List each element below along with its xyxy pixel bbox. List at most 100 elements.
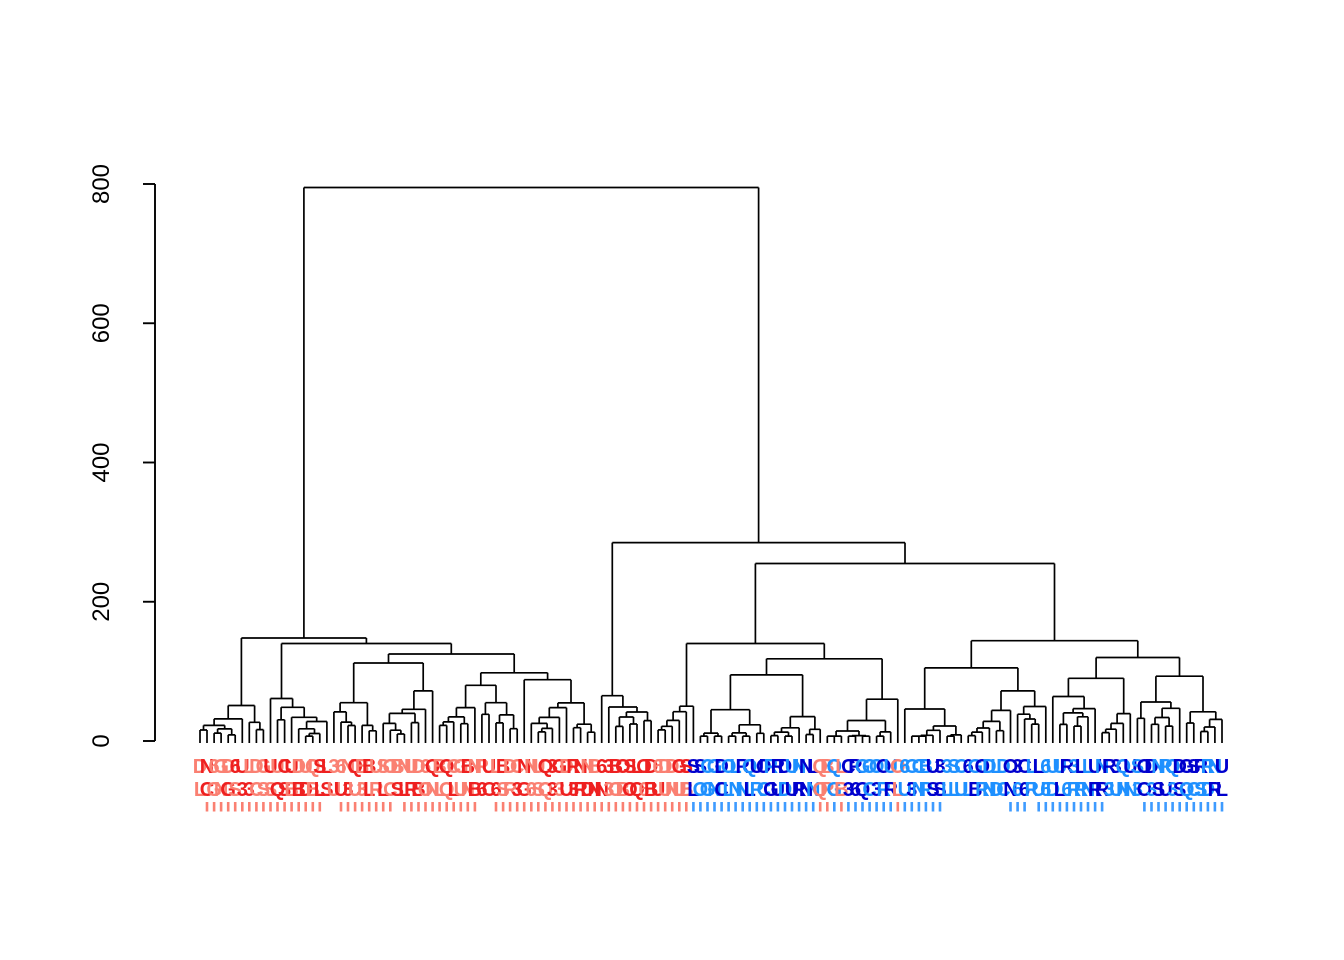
leaf-label-char-row1: D bbox=[996, 756, 1010, 778]
leaf-label-char-row2: 6 bbox=[1019, 779, 1030, 801]
leaf-label-char-row1: D bbox=[644, 756, 658, 778]
leaf-label-char-row2: U bbox=[771, 779, 785, 801]
leaf-label-char-row2: S bbox=[926, 779, 939, 801]
leaf-label-char-row2: R bbox=[750, 779, 765, 801]
leaf-label-char-row2: B bbox=[468, 779, 482, 801]
leaf-label-char-row2: D bbox=[1201, 779, 1215, 801]
leaf-dash-row bbox=[205, 802, 1224, 812]
leaf-label-char-row2: N bbox=[728, 779, 742, 801]
leaf-dash-mark bbox=[938, 802, 942, 812]
y-axis: 0 200 400 600 800 bbox=[88, 164, 156, 748]
leaf-label-char-row2: S bbox=[1194, 779, 1207, 801]
leaf-label-char-row1: N bbox=[1208, 756, 1222, 778]
leaf-label-char-row1: 3 bbox=[934, 756, 945, 778]
leaf-dash-mark bbox=[544, 802, 547, 812]
leaf-label-char-row2: B bbox=[616, 779, 630, 801]
leaf-label-char-row1: R bbox=[1201, 756, 1216, 778]
y-tick-label: 0 bbox=[88, 734, 115, 747]
leaf-label-char-row1: 6 bbox=[335, 756, 346, 778]
leaf-dash-mark bbox=[678, 802, 681, 812]
leaf-label-char-row1: D bbox=[658, 756, 672, 778]
leaf-dash-mark bbox=[868, 802, 871, 812]
leaf-label-char-row2: 3 bbox=[357, 779, 368, 801]
dendrogram-branches bbox=[199, 186, 1223, 743]
leaf-label-char-row2: 3 bbox=[1167, 779, 1178, 801]
leaf-dash-mark bbox=[1213, 802, 1217, 812]
leaf-label-char-row2: 3 bbox=[568, 779, 579, 801]
leaf-dash-mark bbox=[389, 802, 392, 812]
leaf-label-char-row1: B bbox=[432, 756, 446, 778]
leaf-label-char-row1: 3 bbox=[942, 756, 953, 778]
leaf-label-char-row1: L bbox=[1075, 756, 1087, 778]
leaf-label-char-row1: L bbox=[835, 756, 847, 778]
leaf-label-char-row2: B bbox=[291, 779, 305, 801]
leaf-label-char-row1: C bbox=[277, 756, 291, 778]
leaf-label-char-row2: 3 bbox=[237, 779, 248, 801]
leaf-label-char-row2: O bbox=[418, 779, 434, 801]
leaf-label-char-row2: Q bbox=[439, 779, 455, 801]
leaf-label-char-row1: C bbox=[954, 756, 968, 778]
leaf-label-char-row2: L bbox=[433, 779, 445, 801]
leaf-label-char-row2: 3 bbox=[603, 779, 614, 801]
leaf-label-char-row1: L bbox=[990, 756, 1002, 778]
leaf-label-char-row1: U bbox=[298, 756, 312, 778]
leaf-dash-mark bbox=[755, 802, 759, 812]
leaf-label-char-row1: C bbox=[841, 756, 855, 778]
leaf-dash-mark bbox=[346, 802, 350, 812]
leaf-dash-mark bbox=[311, 802, 315, 812]
leaf-label-char-row1: R bbox=[1194, 756, 1209, 778]
leaf-label-char-row1: S bbox=[694, 756, 707, 778]
leaf-label-char-row2: U bbox=[348, 779, 362, 801]
leaf-dash-mark bbox=[1171, 802, 1174, 812]
leaf-label-char-row1: G bbox=[213, 756, 229, 778]
leaf-label-char-row2: 6 bbox=[850, 779, 861, 801]
leaf-label-char-row2: R bbox=[404, 779, 419, 801]
leaf-label-char-row1: Q bbox=[1116, 756, 1132, 778]
leaf-label-char-row2: D bbox=[298, 779, 312, 801]
leaf-dash-mark bbox=[811, 802, 815, 812]
leaf-label-char-row1: U bbox=[883, 756, 897, 778]
leaf-dash-mark bbox=[903, 802, 907, 812]
leaf-label-char-row1: N bbox=[1095, 756, 1109, 778]
leaf-dash-mark bbox=[670, 802, 674, 812]
leaf-label-char-row2: 3 bbox=[547, 779, 558, 801]
leaf-dash-mark bbox=[1065, 802, 1069, 812]
leaf-dash-mark bbox=[1178, 802, 1181, 812]
leaf-dash-mark bbox=[466, 802, 470, 812]
leaf-label-char-row2: G bbox=[827, 779, 843, 801]
leaf-label-char-row2: R bbox=[883, 779, 898, 801]
leaf-label-char-row1: Q bbox=[439, 756, 455, 778]
leaf-label-char-row2: L bbox=[1216, 779, 1228, 801]
leaf-label-char-row1: D bbox=[221, 756, 235, 778]
leaf-label-char-row2: R bbox=[792, 779, 807, 801]
leaf-label-char-row2: Q bbox=[270, 779, 286, 801]
leaf-dash-mark bbox=[875, 802, 878, 812]
leaf-label-char-row2: B bbox=[679, 779, 693, 801]
leaf-label-char-row2: B bbox=[644, 779, 658, 801]
leaf-dash-mark bbox=[804, 802, 808, 812]
leaf-label-char-row1: D bbox=[1144, 756, 1158, 778]
leaf-label-char-row1: 6 bbox=[963, 756, 974, 778]
leaf-label-char-row2: Q bbox=[812, 779, 828, 801]
leaf-label-char-row2: R bbox=[1074, 779, 1089, 801]
leaf-label-char-row2: B bbox=[284, 779, 298, 801]
leaf-dash-mark bbox=[706, 802, 709, 812]
leaf-label-char-row2: O bbox=[622, 779, 638, 801]
leaf-label-char-row2: 6 bbox=[476, 779, 487, 801]
leaf-label-char-row1: D bbox=[559, 756, 573, 778]
leaf-label-char-row2: N bbox=[1123, 779, 1137, 801]
leaf-label-char-row2: D bbox=[989, 779, 1003, 801]
leaf-dash-mark bbox=[931, 802, 935, 812]
leaf-dash-mark bbox=[424, 802, 427, 812]
leaf-label-char-row1: U bbox=[263, 756, 277, 778]
leaf-dash-mark bbox=[459, 802, 463, 812]
leaf-label-char-row2: S bbox=[933, 779, 946, 801]
leaf-dash-mark bbox=[269, 802, 272, 812]
leaf-label-char-row1: U bbox=[482, 756, 496, 778]
leaf-dash-mark bbox=[318, 802, 322, 812]
leaf-label-char-row1: D bbox=[665, 756, 679, 778]
leaf-label-char-row1: O bbox=[615, 756, 631, 778]
leaf-dash-mark bbox=[586, 802, 589, 812]
leaf-label-char-row2: S bbox=[320, 779, 333, 801]
leaf-label-char-row2: N bbox=[912, 779, 926, 801]
